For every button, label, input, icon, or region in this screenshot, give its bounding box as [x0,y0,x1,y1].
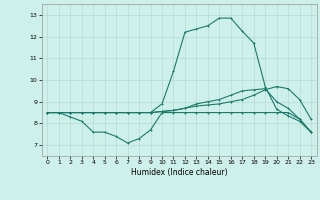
X-axis label: Humidex (Indice chaleur): Humidex (Indice chaleur) [131,168,228,177]
